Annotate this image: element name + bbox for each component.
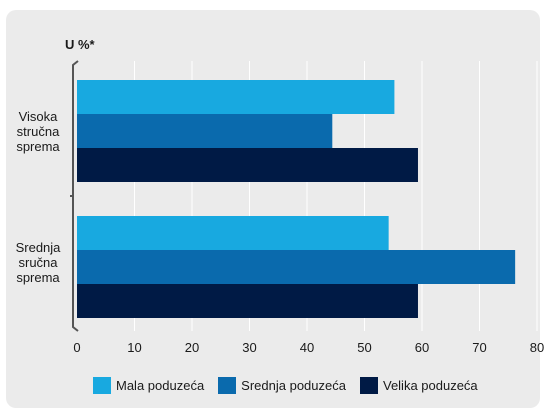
legend-label: Velika poduzeća [382,378,478,393]
category-label: Srednja [16,240,62,255]
legend-item: Velika poduzeća [359,377,478,394]
bar [77,216,389,250]
x-tick-label: 20 [185,340,199,355]
category-label: sprema [16,139,60,154]
category-label: sprema [16,270,60,285]
chart-card [6,10,540,408]
bar [77,250,516,284]
x-tick-label: 60 [415,340,429,355]
category-label: sručna [18,255,58,270]
legend: Mala poduzeća Srednja poduzeća Velika podu… [93,377,492,394]
legend-item: Mala poduzeća [93,377,204,394]
category-label: stručna [17,124,60,139]
x-tick-label: 50 [357,340,371,355]
legend-item: Srednja poduzeća [218,377,346,394]
legend-swatch [93,377,111,394]
legend-swatch [218,377,237,394]
x-tick-label: 80 [530,340,544,355]
legend-label: Srednja poduzeća [241,378,346,393]
bar [77,80,395,114]
legend-swatch [359,377,378,394]
x-tick-label: 40 [300,340,314,355]
bar [77,284,418,318]
unit-label: U %* [65,37,96,52]
category-label: Visoka [19,109,59,124]
x-tick-label: 30 [242,340,256,355]
bar [77,114,333,148]
x-tick-label: 70 [472,340,486,355]
x-tick-label: 10 [127,340,141,355]
legend-label: Mala poduzeća [116,378,205,393]
x-tick-label: 0 [73,340,80,355]
bar [77,148,418,182]
